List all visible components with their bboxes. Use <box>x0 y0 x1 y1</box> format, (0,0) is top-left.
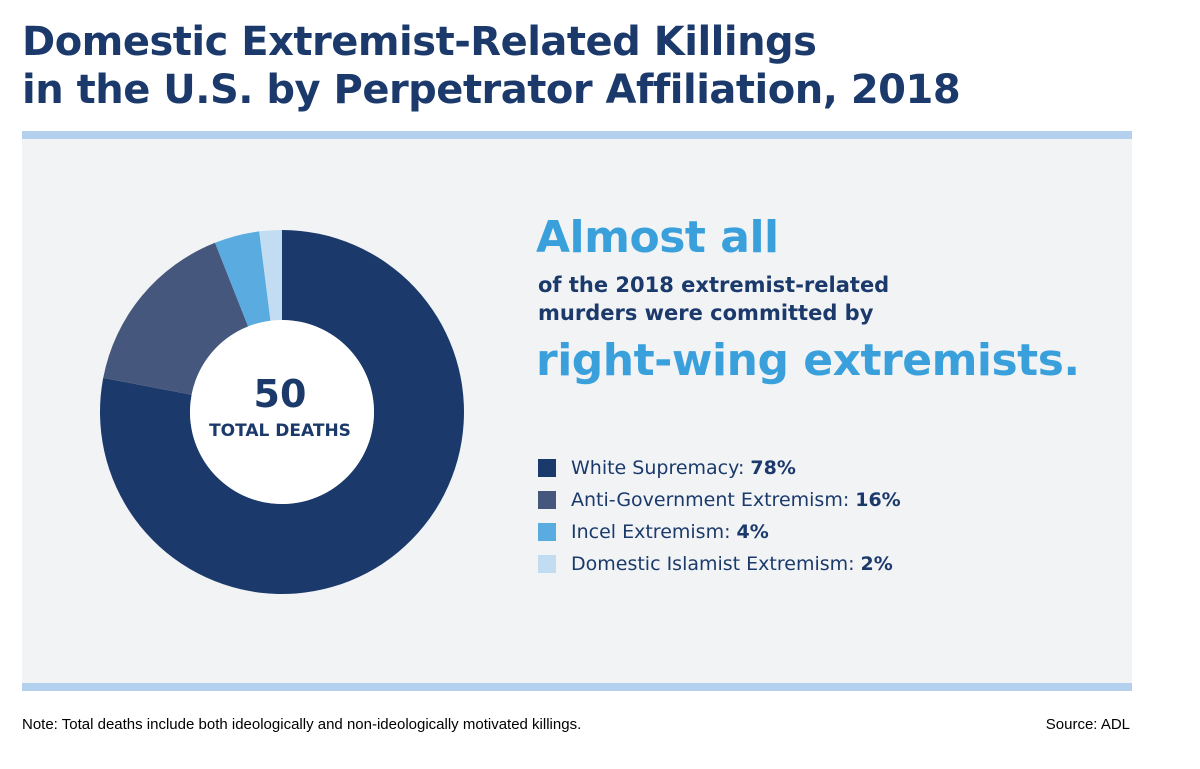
total-deaths-label: TOTAL DEATHS <box>209 421 351 441</box>
legend-label: Anti-Government Extremism: <box>571 489 850 511</box>
donut-center-hole <box>190 320 374 504</box>
legend-value: 4% <box>736 521 769 543</box>
chart-legend: White Supremacy: 78% Anti-Government Extre… <box>538 452 901 580</box>
legend-value: 16% <box>855 489 901 511</box>
headline-subtext: of the 2018 extremist-related murders we… <box>538 273 890 325</box>
legend-label: Incel Extremism: <box>571 521 731 543</box>
headline-almost-all: Almost all <box>536 212 779 263</box>
legend-swatch <box>538 523 556 541</box>
donut-slice-4 <box>259 230 282 321</box>
legend-item: Domestic Islamist Extremism: 2% <box>538 548 901 580</box>
footnote: Note: Total deaths include both ideologi… <box>22 716 582 733</box>
bottom-divider-bar <box>22 683 1132 691</box>
headline-right-wing: right-wing extremists. <box>536 335 1080 386</box>
legend-item: Incel Extremism: 4% <box>538 516 901 548</box>
legend-value: 2% <box>860 553 893 575</box>
donut-slice-1 <box>99 230 465 594</box>
chart-title: Domestic Extremist-Related Killings in t… <box>22 18 961 114</box>
legend-swatch <box>538 459 556 477</box>
legend-label: Domestic Islamist Extremism: <box>571 553 855 575</box>
top-divider-bar <box>22 131 1132 139</box>
legend-item: White Supremacy: 78% <box>538 452 901 484</box>
donut-slice-2 <box>103 242 249 395</box>
legend-swatch <box>538 491 556 509</box>
chart-title-line-1: Domestic Extremist-Related Killings <box>22 19 817 65</box>
donut-slice-3 <box>215 231 271 327</box>
total-deaths-value: 50 <box>253 372 307 416</box>
legend-value: 78% <box>750 457 796 479</box>
legend-swatch <box>538 555 556 573</box>
legend-label: White Supremacy: <box>571 457 745 479</box>
chart-title-line-2: in the U.S. by Perpetrator Affiliation, … <box>22 67 961 113</box>
source-credit: Source: ADL <box>1045 716 1130 733</box>
legend-item: Anti-Government Extremism: 16% <box>538 484 901 516</box>
